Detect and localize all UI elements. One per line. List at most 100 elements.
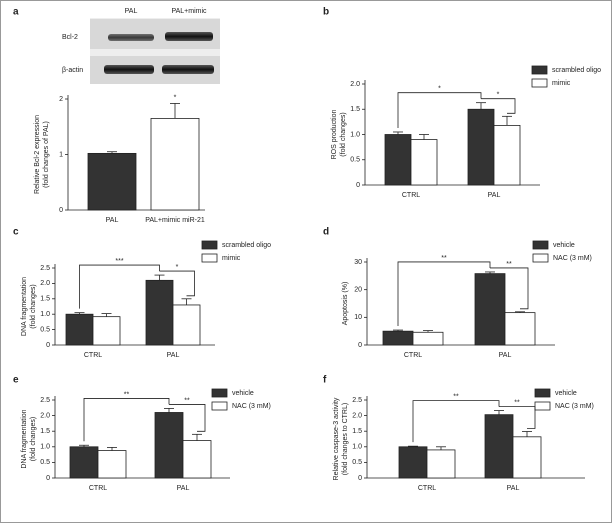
y-tick-label: 1.0 — [352, 444, 362, 451]
legend-swatch — [534, 388, 551, 398]
bar — [504, 312, 536, 346]
y-tick-label: 0 — [358, 475, 362, 482]
y-tick-label: 1.5 — [40, 428, 50, 435]
row-label: Bcl-2 — [62, 34, 78, 41]
y-tick-label: 1.0 — [40, 444, 50, 451]
significance-bracket — [490, 267, 529, 310]
significance-label: ** — [441, 255, 447, 262]
bar — [484, 414, 514, 479]
panel-label: a — [13, 7, 19, 18]
bar — [182, 440, 212, 479]
legend-label: scrambled oligo — [222, 242, 271, 249]
y-tick-label: 0 — [356, 182, 360, 189]
y-tick-label: 2 — [59, 96, 63, 103]
significance-label: ** — [514, 399, 520, 406]
legend-swatch — [531, 78, 548, 88]
x-tick-label: CTRL — [418, 485, 436, 492]
legend-label: vehicle — [553, 242, 575, 249]
y-axis-label: (fold changes to CTRL) — [342, 403, 349, 475]
blot-band — [165, 32, 213, 41]
y-axis-label: Apoptosis (%) — [342, 282, 349, 326]
significance-bracket — [499, 406, 536, 429]
panel-label: d — [323, 227, 329, 238]
y-tick-label: 10 — [354, 314, 362, 321]
bar — [512, 436, 542, 479]
x-tick-label: PAL — [106, 217, 119, 224]
blot-band — [162, 65, 214, 74]
bar — [493, 125, 521, 186]
y-axis-label: ROS production — [331, 109, 338, 159]
legend-label: vehicle — [232, 390, 254, 397]
legend-swatch — [532, 240, 549, 250]
y-tick-label: 2.0 — [352, 412, 362, 419]
legend-swatch — [531, 65, 548, 75]
y-axis-label: (fold changes of PAL) — [43, 121, 50, 188]
legend-swatch — [201, 240, 218, 250]
y-axis-label: Relative caspase-3 activity — [333, 397, 340, 480]
y-axis-label: (fold changes) — [30, 284, 37, 328]
y-tick-label: 2.0 — [350, 81, 360, 88]
bar — [426, 449, 456, 479]
significance-bracket — [159, 270, 195, 297]
legend-label: NAC (3 mM) — [555, 403, 594, 410]
bar — [382, 330, 414, 346]
y-tick-label: 1.0 — [350, 131, 360, 138]
legend-label: mimic — [222, 255, 241, 262]
y-tick-label: 1.5 — [40, 296, 50, 303]
bar — [69, 446, 99, 479]
bar — [474, 273, 506, 346]
y-tick-label: 0.5 — [40, 326, 50, 333]
bar — [384, 134, 412, 186]
significance-label: ** — [506, 261, 512, 268]
significance-label: * — [174, 94, 177, 101]
x-tick-label: PAL+mimic miR-21 — [145, 217, 205, 224]
y-tick-label: 2.5 — [40, 397, 50, 404]
bar — [412, 331, 444, 346]
bar — [97, 450, 127, 479]
panel-label: e — [13, 375, 19, 386]
significance-label: * — [176, 264, 179, 271]
significance-bracket — [79, 264, 160, 309]
y-tick-label: 0 — [46, 342, 50, 349]
legend-label: vehicle — [555, 390, 577, 397]
significance-label: ** — [184, 397, 190, 404]
x-tick-label: CTRL — [404, 352, 422, 359]
x-tick-label: PAL — [167, 352, 180, 359]
significance-label: *** — [115, 258, 123, 265]
x-tick-label: CTRL — [402, 192, 420, 199]
y-tick-label: 2.5 — [352, 397, 362, 404]
bar — [150, 118, 200, 211]
bar — [398, 446, 428, 479]
y-tick-label: 0.5 — [40, 459, 50, 466]
lane-label: PAL+mimic — [171, 8, 207, 15]
y-tick-label: 0 — [358, 342, 362, 349]
legend-label: NAC (3 mM) — [232, 403, 271, 410]
y-tick-label: 30 — [354, 259, 362, 266]
y-tick-label: 1.5 — [352, 428, 362, 435]
legend-swatch — [211, 401, 228, 411]
significance-bracket — [481, 98, 516, 114]
y-axis-label: Relative Bcl-2 expression — [34, 115, 41, 194]
legend-swatch — [201, 253, 218, 263]
x-tick-label: PAL — [507, 485, 520, 492]
row-label: β-actin — [62, 67, 83, 74]
y-tick-label: 0 — [59, 207, 63, 214]
x-tick-label: CTRL — [84, 352, 102, 359]
significance-label: ** — [124, 391, 130, 398]
legend-label: scrambled oligo — [552, 67, 601, 74]
significance-label: ** — [453, 393, 459, 400]
legend-label: mimic — [552, 80, 571, 87]
y-axis-label: DNA fragmentation — [21, 277, 28, 336]
y-tick-label: 0.5 — [352, 459, 362, 466]
significance-label: * — [438, 86, 441, 93]
panel-label: c — [13, 227, 19, 238]
blot-band — [108, 34, 154, 41]
significance-bracket — [169, 404, 206, 432]
x-tick-label: PAL — [499, 352, 512, 359]
x-tick-label: PAL — [488, 192, 501, 199]
significance-label: * — [497, 92, 500, 99]
legend-swatch — [534, 401, 551, 411]
bar — [92, 316, 121, 346]
y-tick-label: 1 — [59, 151, 63, 158]
